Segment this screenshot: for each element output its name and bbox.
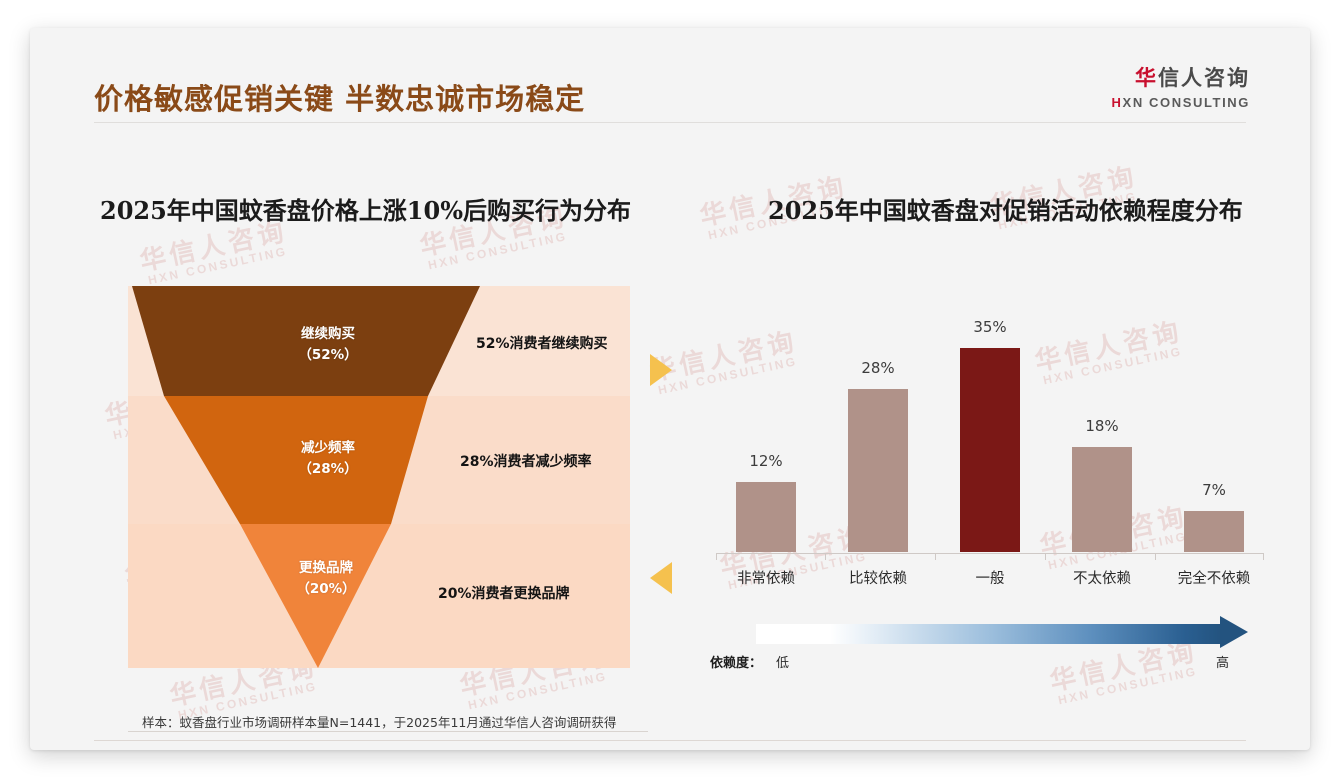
axis-tick bbox=[1045, 553, 1046, 560]
funnel-annotation-3: 20%消费者更换品牌 bbox=[438, 586, 570, 602]
header-divider bbox=[94, 122, 1246, 123]
bar-column: 35% bbox=[934, 318, 1046, 552]
logo-english-text: HXN CONSULTING bbox=[1112, 95, 1250, 110]
arrow-right-icon bbox=[650, 354, 672, 386]
axis-tick bbox=[1263, 553, 1264, 560]
funnel-label-1-name: 继续购买 bbox=[301, 326, 355, 342]
funnel-segment-1 bbox=[132, 286, 480, 396]
footnote-divider bbox=[128, 731, 648, 732]
funnel-segment-2 bbox=[164, 396, 428, 524]
left-chart-title: 2025年中国蚊香盘价格上涨10%后购买行为分布 bbox=[100, 196, 631, 225]
axis-category-label: 非常依赖 bbox=[737, 571, 795, 587]
funnel-band-3 bbox=[128, 524, 630, 668]
bar-column: 7% bbox=[1158, 320, 1270, 552]
footnote-text: 样本：蚊香盘行业市场调研样本量N=1441，于2025年11月通过华信人咨询调研… bbox=[142, 715, 617, 730]
watermark-en: HXN CONSULTING bbox=[146, 244, 289, 288]
watermark-en: HXN CONSULTING bbox=[466, 669, 609, 713]
funnel-label-3-value: （20%） bbox=[296, 580, 356, 597]
funnel-label-2: 减少频率 （28%） bbox=[248, 438, 408, 480]
funnel-label-2-value: （28%） bbox=[298, 460, 358, 477]
x-axis-labels: 非常依赖 比较依赖 一般 不太依赖 完全不依赖 bbox=[710, 567, 1270, 588]
funnel-label-1-value: （52%） bbox=[298, 346, 358, 363]
bar-value-label: 18% bbox=[1085, 417, 1119, 435]
bar-value-label: 35% bbox=[973, 318, 1007, 336]
logo-cn-rest: 信人咨询 bbox=[1158, 66, 1250, 90]
slide-header: 价格敏感促销关键 半数忠诚市场稳定 华信人咨询 HXN CONSULTING bbox=[30, 28, 1310, 124]
axis-tick bbox=[825, 553, 826, 560]
funnel-shape bbox=[132, 286, 480, 668]
funnel-label-1: 继续购买 （52%） bbox=[248, 324, 408, 366]
bar-column: 12% bbox=[710, 320, 822, 552]
gradient-arrow-icon bbox=[1220, 616, 1248, 648]
axis-category-label: 一般 bbox=[975, 571, 1005, 587]
funnel-annotation-1: 52%消费者继续购买 bbox=[476, 336, 608, 352]
brand-logo: 华信人咨询 HXN CONSULTING bbox=[1112, 62, 1250, 110]
bar-rect bbox=[1184, 511, 1244, 552]
logo-en-rest: XN CONSULTING bbox=[1122, 95, 1250, 110]
page-title: 价格敏感促销关键 半数忠诚市场稳定 bbox=[94, 82, 586, 116]
bar-value-label: 12% bbox=[749, 452, 783, 470]
bar-value-label: 28% bbox=[861, 359, 895, 377]
funnel-label-2-name: 减少频率 bbox=[301, 440, 355, 456]
bar-chart: 12% 28% 35% 18% 7% bbox=[710, 296, 1270, 596]
legend-low-label: 低 bbox=[776, 655, 790, 670]
axis-tick bbox=[1155, 553, 1156, 560]
legend-title: 依赖度： bbox=[710, 656, 763, 671]
axis-tick bbox=[716, 553, 717, 560]
funnel-annotation-2: 28%消费者减少频率 bbox=[460, 454, 592, 470]
funnel-chart: 继续购买 （52%） 减少频率 （28%） 更换品牌 （20%） 52%消费者继… bbox=[128, 286, 630, 668]
bar-rect-highlight bbox=[960, 348, 1020, 552]
funnel-label-3: 更换品牌 （20%） bbox=[246, 558, 406, 600]
logo-cn-accent: 华 bbox=[1135, 66, 1158, 90]
x-axis-line bbox=[716, 553, 1264, 554]
watermark-cn: 华信人咨询 bbox=[137, 215, 291, 277]
bar-rect bbox=[848, 389, 908, 552]
legend-high-label: 高 bbox=[1216, 655, 1230, 670]
logo-en-accent: H bbox=[1111, 95, 1123, 110]
right-chart-title: 2025年中国蚊香盘对促销活动依赖程度分布 bbox=[768, 196, 1243, 225]
dependency-gradient-legend: 依赖度： 低 高 bbox=[710, 616, 1270, 676]
axis-category-label: 完全不依赖 bbox=[1177, 571, 1251, 587]
bar-rect bbox=[736, 482, 796, 552]
funnel-label-3-name: 更换品牌 bbox=[299, 560, 353, 576]
logo-chinese-text: 华信人咨询 bbox=[1112, 62, 1250, 92]
watermark-en: HXN CONSULTING bbox=[426, 229, 569, 273]
funnel-segment-3 bbox=[240, 524, 391, 668]
bar-rect bbox=[1072, 447, 1132, 552]
axis-tick bbox=[935, 553, 936, 560]
axis-category-label: 比较依赖 bbox=[849, 571, 907, 587]
slide-canvas: 华信人咨询 HXN CONSULTING 华信人咨询 HXN CONSULTING … bbox=[30, 28, 1310, 750]
bar-column: 18% bbox=[1046, 320, 1158, 552]
footer-divider bbox=[94, 740, 1246, 741]
bar-value-label: 7% bbox=[1202, 481, 1226, 499]
arrow-left-icon bbox=[650, 562, 672, 594]
bar-chart-plot: 12% 28% 35% 18% 7% bbox=[710, 318, 1270, 552]
bar-column: 28% bbox=[822, 320, 934, 552]
gradient-bar bbox=[756, 624, 1222, 644]
axis-category-label: 不太依赖 bbox=[1073, 571, 1131, 587]
